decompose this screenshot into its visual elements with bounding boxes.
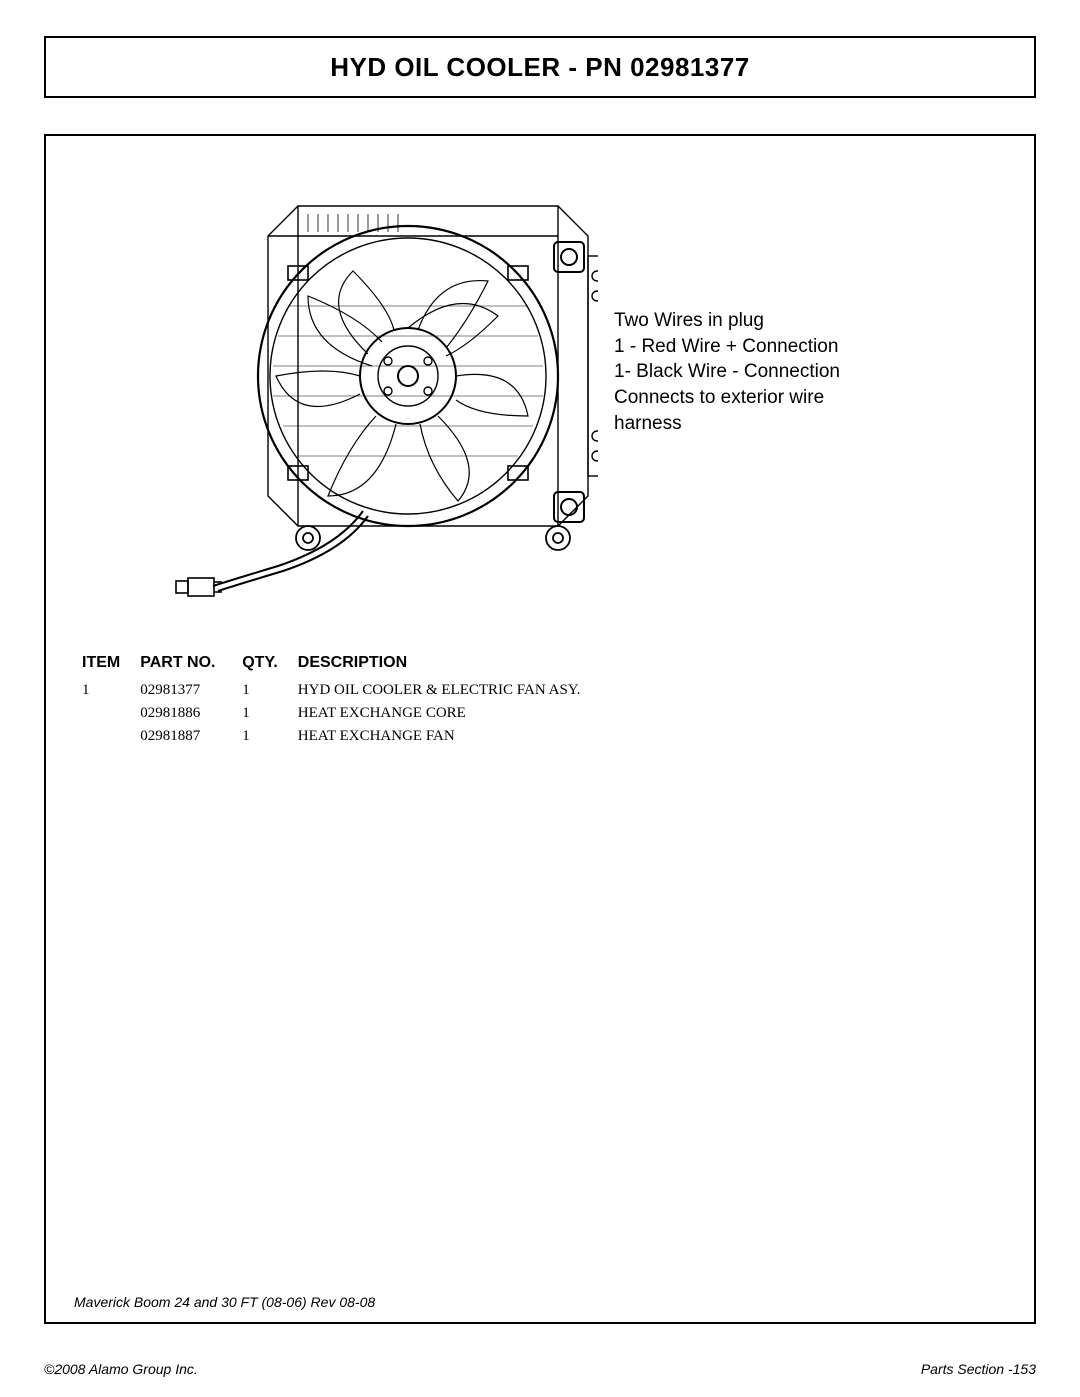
col-qty: QTY. xyxy=(242,654,296,678)
note-line: 1- Black Wire - Connection xyxy=(614,359,914,385)
cell-desc: HYD OIL COOLER & ELECTRIC FAN ASY. xyxy=(298,680,599,701)
cell-item: 1 xyxy=(82,680,138,701)
table-row: 02981886 1 HEAT EXCHANGE CORE xyxy=(82,703,598,724)
note-line: harness xyxy=(614,411,914,437)
table-row: 02981887 1 HEAT EXCHANGE FAN xyxy=(82,726,598,747)
table-row: 1 02981377 1 HYD OIL COOLER & ELECTRIC F… xyxy=(82,680,598,701)
copyright: ©2008 Alamo Group Inc. xyxy=(44,1361,198,1377)
title-box: HYD OIL COOLER - PN 02981377 xyxy=(44,36,1036,98)
page-footer: ©2008 Alamo Group Inc. Parts Section -15… xyxy=(44,1361,1036,1377)
cell-qty: 1 xyxy=(242,703,296,724)
revision-footer: Maverick Boom 24 and 30 FT (08-06) Rev 0… xyxy=(74,1294,375,1310)
wiring-note: Two Wires in plug 1 - Red Wire + Connect… xyxy=(614,308,914,436)
diagram-area: Two Wires in plug 1 - Red Wire + Connect… xyxy=(74,160,1006,660)
parts-table: ITEM PART NO. QTY. DESCRIPTION 1 0298137… xyxy=(80,652,600,749)
cell-desc: HEAT EXCHANGE CORE xyxy=(298,703,599,724)
cell-partno: 02981887 xyxy=(140,726,240,747)
table-header-row: ITEM PART NO. QTY. DESCRIPTION xyxy=(82,654,598,678)
cell-qty: 1 xyxy=(242,726,296,747)
note-line: 1 - Red Wire + Connection xyxy=(614,334,914,360)
cell-item xyxy=(82,703,138,724)
cell-partno: 02981886 xyxy=(140,703,240,724)
content-box: Two Wires in plug 1 - Red Wire + Connect… xyxy=(44,134,1036,1324)
col-desc: DESCRIPTION xyxy=(298,654,599,678)
oil-cooler-diagram xyxy=(158,166,598,646)
page-title: HYD OIL COOLER - PN 02981377 xyxy=(330,52,750,83)
cell-desc: HEAT EXCHANGE FAN xyxy=(298,726,599,747)
page: HYD OIL COOLER - PN 02981377 xyxy=(0,0,1080,1397)
section-page: Parts Section -153 xyxy=(921,1361,1036,1377)
col-item: ITEM xyxy=(82,654,138,678)
cell-item xyxy=(82,726,138,747)
note-line: Connects to exterior wire xyxy=(614,385,914,411)
cell-qty: 1 xyxy=(242,680,296,701)
cell-partno: 02981377 xyxy=(140,680,240,701)
note-line: Two Wires in plug xyxy=(614,308,914,334)
col-partno: PART NO. xyxy=(140,654,240,678)
